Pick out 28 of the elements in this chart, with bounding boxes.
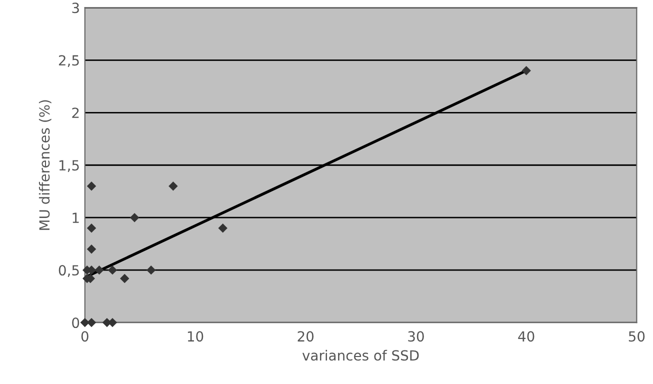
point: [86, 244, 96, 254]
point: [86, 182, 96, 191]
y-tick-label: 2: [72, 108, 79, 118]
x-tick-label: 50: [628, 331, 645, 342]
y-tick-label: 1,5: [59, 160, 79, 172]
point: [168, 182, 178, 191]
point: [94, 265, 104, 275]
y-tick-label: 3: [72, 2, 79, 14]
point: [86, 223, 96, 233]
point: [86, 318, 96, 328]
y-axis-title: MU differences (%): [38, 100, 52, 230]
x-tick-label: 30: [408, 331, 424, 342]
y-tick-label: 0,5: [58, 265, 79, 277]
x-tick-label: 10: [188, 331, 204, 342]
y-tick-label: 2,5: [58, 55, 79, 68]
x-tick-label: 40: [518, 331, 534, 342]
y-tick-label: 1: [72, 212, 79, 223]
y-tick-label: 0: [72, 318, 80, 328]
point: [108, 265, 118, 275]
point: [522, 66, 531, 76]
point: [130, 212, 140, 222]
point: [80, 318, 90, 328]
point: [146, 265, 156, 275]
x-tick-label: 20: [298, 331, 314, 342]
point: [218, 223, 228, 233]
x-tick-label: 0: [81, 331, 88, 342]
point: [120, 274, 130, 284]
x-axis-title: variances of SSD: [302, 350, 419, 361]
